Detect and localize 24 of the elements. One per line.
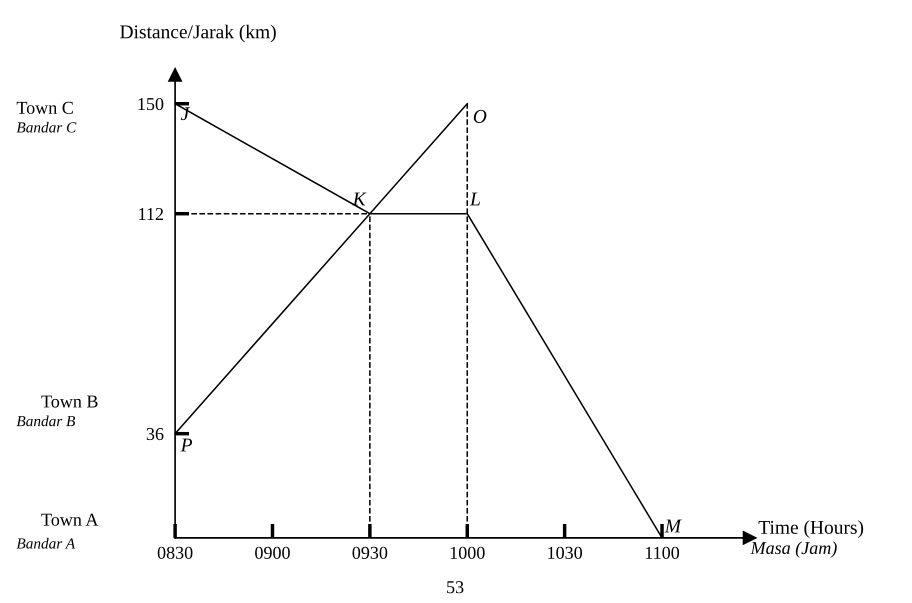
y-tick-label: 36 xyxy=(146,428,164,440)
x-tick-label: 1000 xyxy=(450,546,485,559)
x-tick-label: 1030 xyxy=(548,546,582,559)
text: Bandar B xyxy=(16,415,76,426)
y-tick-label: 112 xyxy=(139,208,163,220)
text: Town C xyxy=(16,102,73,114)
x-axis-title: Time (Hours) xyxy=(758,520,864,538)
text: Bandar A xyxy=(16,538,76,549)
x-tick-label: 1100 xyxy=(646,546,680,559)
text: Town B xyxy=(41,396,98,408)
x-tick-label: 0900 xyxy=(255,546,290,559)
annotation: P xyxy=(180,438,192,452)
annotation: K xyxy=(352,192,367,206)
annotation: L xyxy=(470,192,480,206)
y-axis-title: Distance/Jarak (km) xyxy=(120,24,276,42)
annotation: M xyxy=(664,520,682,532)
text: Masa (Jam) xyxy=(750,541,837,558)
y-tick-label: 150 xyxy=(138,98,164,110)
annotation: O xyxy=(474,110,486,123)
x-tick-label: 0930 xyxy=(352,546,388,559)
text: Bandar C xyxy=(16,122,76,133)
x-tick-label: 0830 xyxy=(158,546,192,559)
text: 53 xyxy=(447,581,464,594)
text: Town A xyxy=(41,514,98,526)
